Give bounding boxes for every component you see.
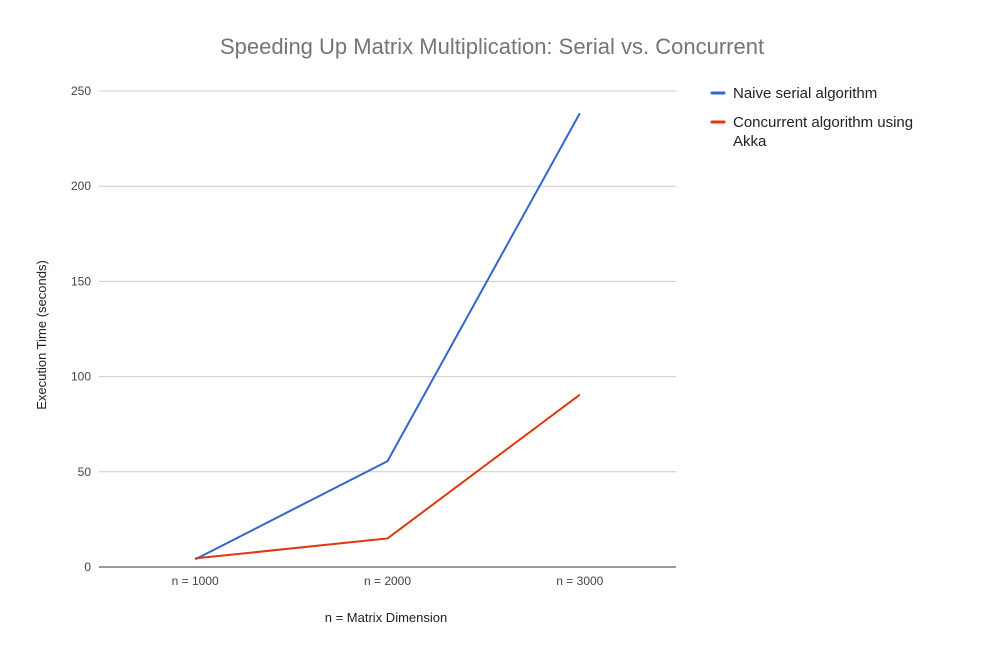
legend-label-concurrent-line2: Akka [733, 133, 767, 150]
series-line-1 [195, 393, 581, 560]
y-tick-label: 50 [78, 465, 92, 479]
y-tick-label: 250 [71, 84, 91, 98]
x-tick-label: n = 2000 [364, 574, 411, 588]
x-axis-label: n = Matrix Dimension [325, 610, 447, 625]
y-tick-label: 150 [71, 274, 91, 288]
gridlines [99, 90, 676, 568]
y-tick-label: 0 [84, 560, 91, 574]
y-axis-ticks: 0 50 100 150 200 250 [71, 84, 91, 574]
legend-label-serial: Naive serial algorithm [733, 85, 877, 102]
series-lines [194, 112, 581, 561]
y-tick-label: 200 [71, 179, 91, 193]
x-axis-ticks: n = 1000 n = 2000 n = 3000 [172, 574, 604, 588]
y-axis-label: Execution Time (seconds) [34, 260, 49, 410]
x-tick-label: n = 3000 [556, 574, 603, 588]
series-line-0 [194, 112, 581, 561]
chart-title: Speeding Up Matrix Multiplication: Seria… [220, 34, 764, 59]
y-tick-label: 100 [71, 370, 91, 384]
legend-label-concurrent: Concurrent algorithm using [733, 114, 913, 131]
x-tick-label: n = 1000 [172, 574, 219, 588]
legend: Naive serial algorithm Concurrent algori… [710, 85, 913, 150]
